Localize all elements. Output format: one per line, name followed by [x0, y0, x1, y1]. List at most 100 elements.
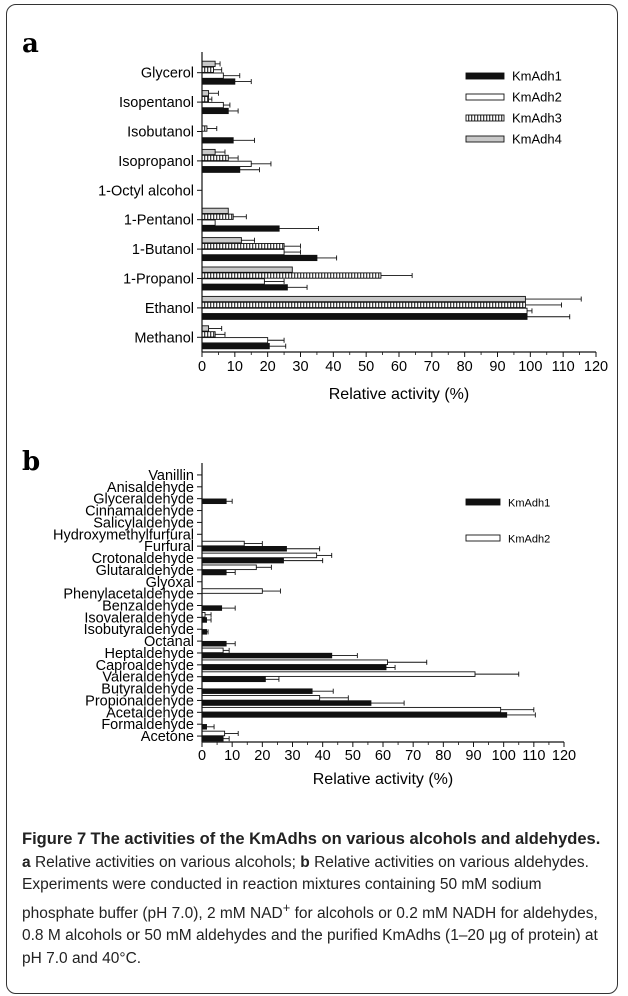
bar-kmadh4-methanol — [201, 325, 210, 332]
x-tick-label-60: 60 — [391, 359, 407, 375]
bar-kmadh1-isobutanol — [201, 137, 234, 144]
bar-kmadh1-acetaldehyde — [201, 712, 508, 718]
x-tick-label-50: 50 — [345, 748, 361, 764]
bar-kmadh2-1-butanol — [201, 248, 285, 256]
x-tick-label-40: 40 — [325, 359, 341, 375]
figure-frame — [6, 4, 618, 994]
x-tick-label-60: 60 — [375, 748, 391, 764]
x-tick-label-70: 70 — [424, 359, 440, 375]
x-tick-label-80: 80 — [457, 359, 473, 375]
caption-part-a-label: a — [22, 853, 31, 871]
bar-kmadh2-glutaraldehyde — [201, 564, 257, 571]
category-label-heptaldehyde: Heptaldehyde — [105, 646, 195, 662]
bar-kmadh1-isobutyraldehyde — [201, 629, 207, 635]
category-label-octanal: Octanal — [144, 634, 194, 650]
x-tick-label-100: 100 — [518, 359, 542, 375]
legend-label-kmadh2: KmAdh2 — [512, 90, 562, 105]
bar-kmadh1-isopropanol — [201, 166, 241, 173]
legend-label-kmadh4: KmAdh4 — [512, 132, 562, 147]
figure-caption: Figure 7 The activities of the KmAdhs on… — [22, 828, 608, 970]
bar-kmadh3-glycerol — [201, 66, 214, 73]
category-label-formaldehyde: Formaldehyde — [101, 717, 194, 733]
caption-rest-text: for alcohols or 0.2 mM NADH for aldehyde… — [22, 904, 598, 967]
bar-kmadh1-isovaleraldehyde — [201, 617, 207, 623]
x-tick-label-20: 20 — [254, 748, 270, 764]
legend-label-kmadh1: KmAdh1 — [508, 498, 550, 510]
bar-kmadh4-isopropanol — [201, 148, 216, 156]
bar-kmadh2-caproaldehyde — [201, 659, 388, 665]
legend-swatch-kmadh2 — [465, 93, 505, 101]
x-tick-label-10: 10 — [224, 748, 240, 764]
category-label-salicylaldehyde: Salicylaldehyde — [93, 515, 194, 531]
category-label-glycerol: Glycerol — [141, 66, 194, 82]
bar-kmadh2-glycerol — [201, 72, 224, 79]
x-tick-label-0: 0 — [198, 359, 206, 375]
caption-superscript: + — [282, 899, 291, 915]
caption-part-a-text: Relative activities on various alcohols; — [34, 853, 296, 871]
x-tick-label-20: 20 — [260, 359, 276, 375]
category-label-glyceraldehyde: Glyceraldehyde — [93, 492, 194, 508]
category-label-1-pentanol: 1-Pentanol — [124, 213, 194, 229]
bar-kmadh1-1-pentanol — [201, 225, 280, 232]
bar-kmadh3-1-butanol — [201, 243, 285, 250]
category-label-cinnamaldehyde: Cinnamaldehyde — [85, 504, 194, 520]
x-tick-label-70: 70 — [405, 748, 421, 764]
bar-kmadh1-furfural — [201, 546, 287, 552]
bar-kmadh3-1-propanol — [201, 272, 382, 279]
x-axis-label: Relative activity (%) — [313, 771, 453, 788]
category-label-methanol: Methanol — [134, 330, 194, 346]
legend-label-kmadh1: KmAdh1 — [512, 69, 562, 84]
bar-kmadh2-1-propanol — [201, 278, 265, 285]
panel-label-b: b — [22, 447, 40, 477]
category-label-acetaldehyde: Acetaldehyde — [106, 705, 194, 721]
legend-swatch-kmadh1 — [465, 498, 501, 506]
x-tick-label-120: 120 — [584, 359, 608, 375]
legend-label-kmadh3: KmAdh3 — [512, 111, 562, 126]
bar-kmadh2-isopropanol — [201, 160, 252, 167]
x-tick-label-30: 30 — [292, 359, 308, 375]
bar-kmadh3-1-pentanol — [201, 213, 234, 220]
bar-kmadh1-glycerol — [201, 78, 236, 85]
bar-kmadh2-isopentanol — [201, 101, 224, 109]
legend-swatch-kmadh1 — [465, 72, 505, 80]
bar-kmadh1-glutaraldehyde — [201, 569, 227, 576]
bar-kmadh3-methanol — [201, 331, 216, 338]
category-label-anisaldehyde: Anisaldehyde — [107, 480, 194, 496]
category-label-benzaldehyde: Benzaldehyde — [102, 599, 194, 615]
bar-kmadh2-1-pentanol — [201, 219, 216, 226]
bar-kmadh2-valeraldehyde — [201, 671, 476, 677]
bar-kmadh2-heptaldehyde — [201, 647, 224, 654]
bar-kmadh3-isobutanol — [201, 125, 208, 132]
category-label-furfural: Furfural — [144, 539, 194, 555]
category-label-crotonaldehyde: Crotonaldehyde — [92, 551, 194, 567]
category-label-glutaraldehyde: Glutaraldehyde — [96, 563, 194, 579]
x-tick-label-80: 80 — [435, 748, 451, 764]
legend-swatch-kmadh2 — [465, 534, 501, 542]
bar-kmadh4-1-butanol — [201, 237, 242, 244]
bar-kmadh1-heptaldehyde — [201, 652, 333, 659]
bar-kmadh1-propionaldehyde — [201, 700, 372, 706]
category-label-propionaldehyde: Propionaldehyde — [85, 693, 194, 709]
bar-kmadh1-1-butanol — [201, 254, 318, 262]
caption-part-b-text: Relative activities on various aldehydes… — [22, 853, 589, 922]
bar-kmadh1-glyceraldehyde — [201, 498, 227, 505]
bar-kmadh4-glycerol — [201, 60, 216, 67]
bar-kmadh1-benzaldehyde — [201, 605, 223, 611]
bar-kmadh1-caproaldehyde — [201, 664, 387, 671]
category-label-isobutanol: Isobutanol — [127, 125, 194, 141]
category-label-acetone: Acetone — [141, 729, 194, 745]
bar-kmadh2-propionaldehyde — [201, 695, 321, 701]
category-label-1-octyl-alcohol: 1-Octyl alcohol — [98, 183, 194, 199]
x-axis-label: Relative activity (%) — [329, 386, 469, 403]
legend-label-kmadh2: KmAdh2 — [508, 534, 550, 546]
bar-kmadh1-1-propanol — [201, 284, 288, 291]
category-label-phenylacetaldehyde: Phenylacetaldehyde — [63, 587, 194, 603]
bar-kmadh1-octanal — [201, 640, 227, 647]
bar-kmadh2-methanol — [201, 337, 269, 344]
x-tick-label-50: 50 — [358, 359, 374, 375]
category-label-caproaldehyde: Caproaldehyde — [96, 658, 194, 674]
figure-charts: a b Glycerol Isopentanol Isobutanol Isoprop… — [22, 29, 608, 788]
bar-kmadh2-acetaldehyde — [201, 706, 502, 713]
bar-kmadh1-formaldehyde — [201, 724, 207, 730]
bar-kmadh1-butyraldehyde — [201, 688, 313, 694]
